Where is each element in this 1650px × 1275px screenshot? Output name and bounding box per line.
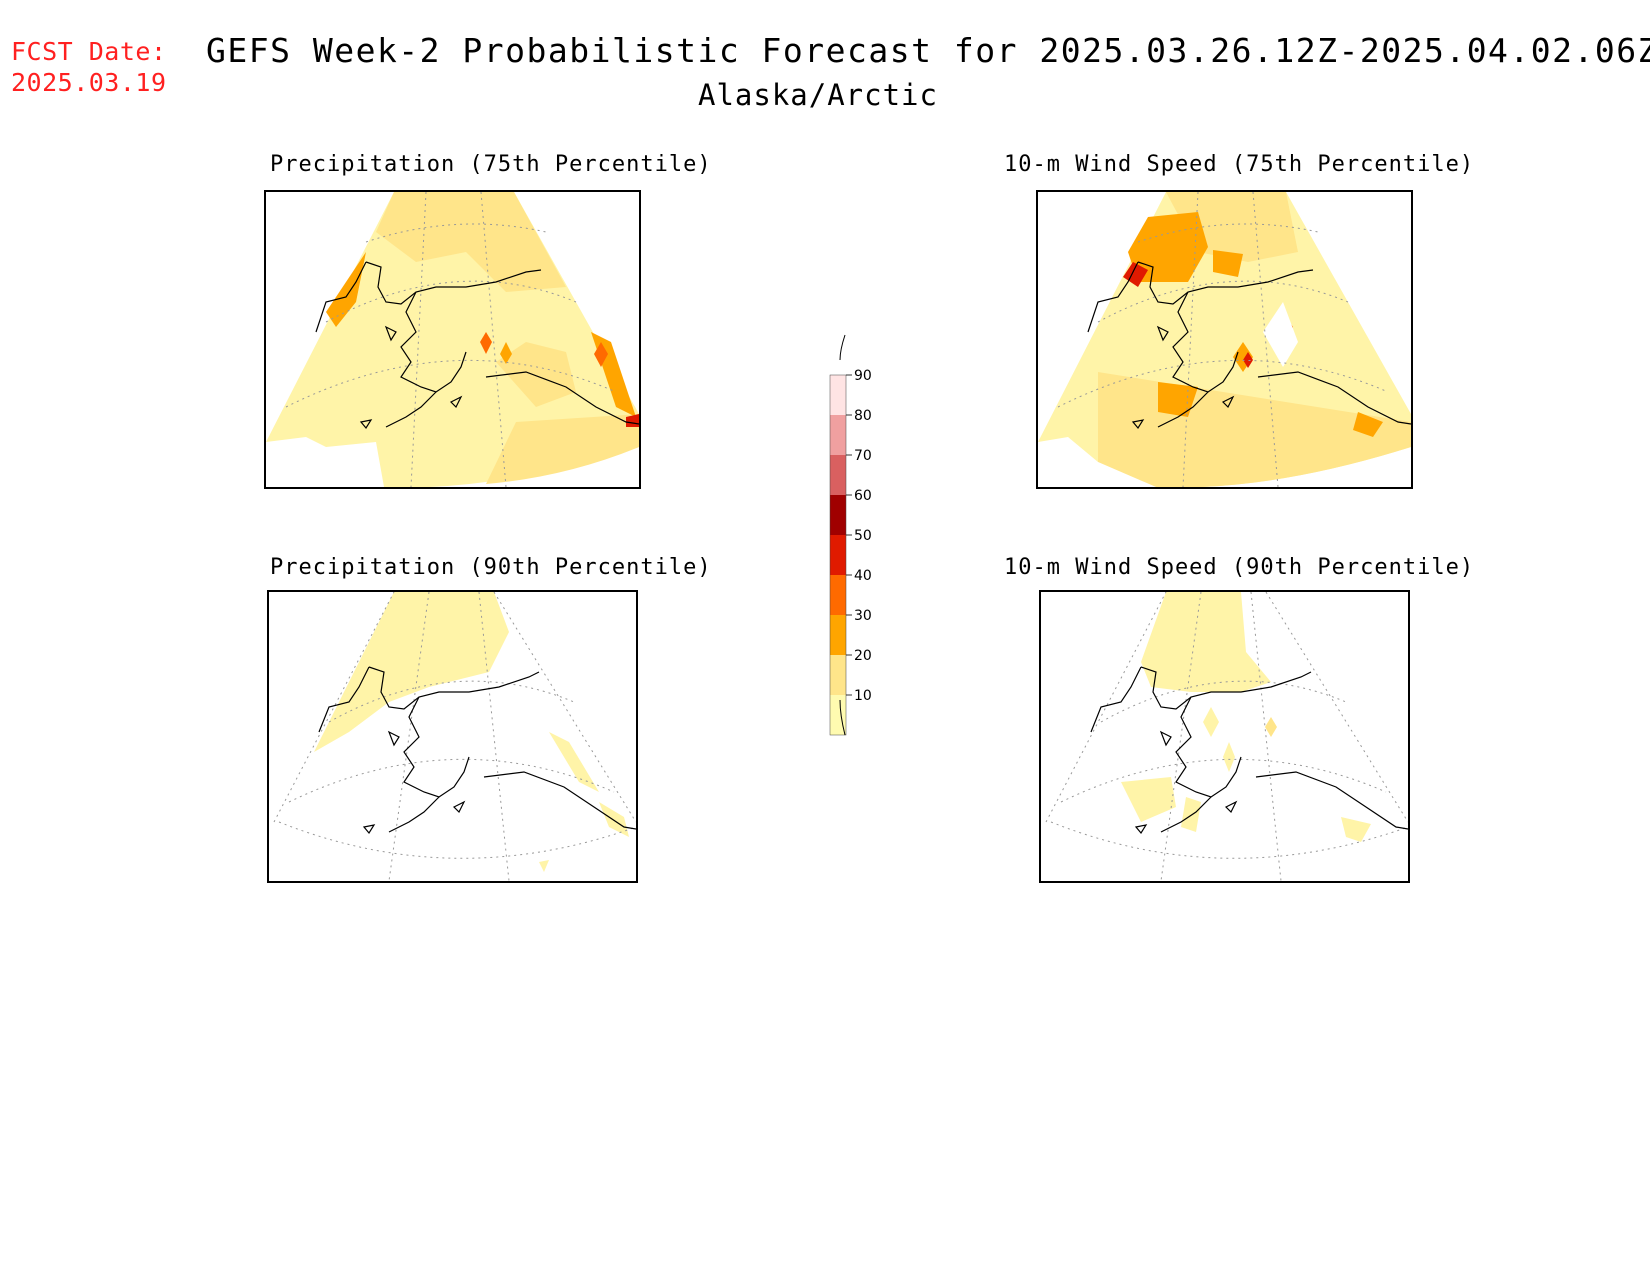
shade-west [326,252,366,327]
colorbar-swatch [830,415,846,455]
white-patch [1263,302,1298,367]
mask-sw [1038,437,1156,487]
shade-nw [314,592,509,752]
panel-title-wind75: 10-m Wind Speed (75th Percentile) [1004,152,1475,177]
forecast-date-block: FCST Date: 2025.03.19 [11,36,167,98]
forecast-date-label: FCST Date: [11,37,167,66]
shade-south [486,414,639,484]
colorbar-swatch [830,495,846,535]
shade-north [376,192,566,292]
spot-se [1353,412,1383,437]
colorbar-tick-label: 10 [854,688,872,704]
spot-c2 [1243,352,1253,368]
mask-sw [266,437,384,487]
colorbar-tick-label: 60 [854,488,872,504]
colorbar-swatch [830,575,846,615]
spot-c2 [1265,717,1277,737]
spot-c3 [1223,742,1235,772]
colorbar-border [829,374,847,736]
colorbar-swatch [830,455,846,495]
colorbar-tick-label: 70 [854,448,872,464]
shade-se [599,802,629,837]
map-precip90 [273,592,636,881]
colorbar: 10 20 30 40 50 60 70 80 90 [829,334,872,736]
panel-title-precip90: Precipitation (90th Percentile) [270,555,712,580]
spot-se [1341,817,1371,842]
spot-2 [500,342,512,364]
colorbar-swatch [830,535,846,575]
coastline [318,666,636,835]
colorbar-tick-label: 30 [854,608,872,624]
colorbar-tick-label: 50 [854,528,872,544]
shade-north [1141,592,1271,692]
shade-south2 [496,342,576,407]
graticule [1045,592,1408,881]
map-panel-precip75 [264,190,641,489]
colorbar-swatch [830,375,846,415]
coastline [1087,261,1411,430]
spot-sw [1121,777,1176,822]
spot-1 [480,332,492,354]
forecast-date-value: 2025.03.19 [11,68,167,97]
colorbar-swatch [830,695,846,735]
panel-title-wind90: 10-m Wind Speed (90th Percentile) [1004,555,1475,580]
spot-3 [594,342,608,367]
colorbar-bottom-cap [839,699,846,736]
shade-e [549,732,599,792]
spot-c1 [1203,707,1219,737]
colorbar-tick-label: 40 [854,568,872,584]
colorbar-tick-label: 80 [854,408,872,424]
map-panel-precip90 [267,590,638,883]
map-panel-wind75 [1036,190,1413,489]
colorbar-swatch [830,655,846,695]
coastline [1090,666,1408,835]
spot-s [1181,797,1201,832]
map-panel-wind90 [1039,590,1410,883]
colorbar-swatch [830,615,846,655]
graticule [285,192,617,487]
coastline [315,261,639,430]
graticule [273,592,636,881]
graticule [1057,192,1389,487]
spot-n [1213,250,1243,277]
map-wind90 [1045,592,1408,881]
panel-title-precip75: Precipitation (75th Percentile) [270,152,712,177]
map-precip75 [266,192,639,487]
colorbar-top-cap [839,334,846,361]
colorbar-tick-label: 90 [854,368,872,384]
shade-nw [1128,212,1208,282]
page-title-text: GEFS Week-2 Probabilistic Forecast for 2… [206,31,1650,70]
page-subtitle: Alaska/Arctic [698,78,938,112]
map-wind75 [1038,192,1411,487]
spot-s [539,860,549,872]
colorbar-tick-label: 20 [854,648,872,664]
